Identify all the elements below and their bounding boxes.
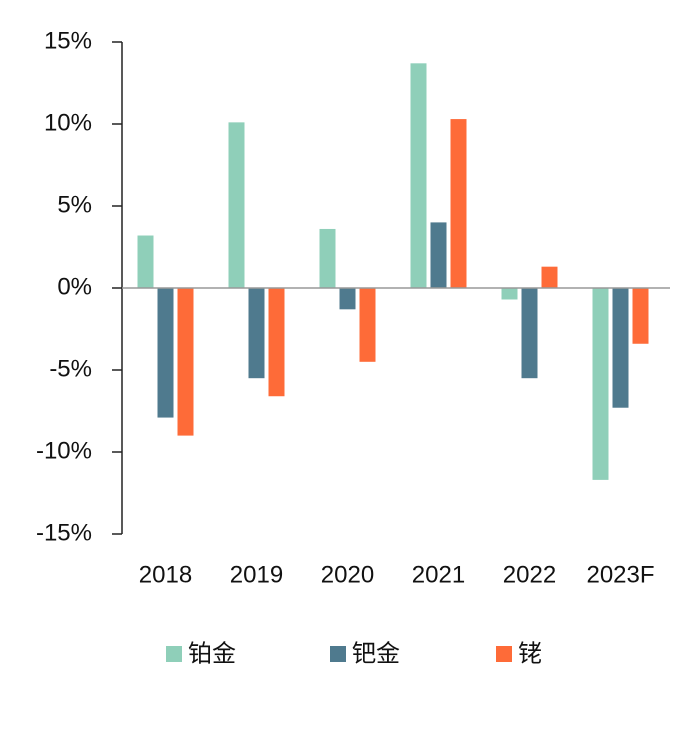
bar xyxy=(319,228,336,288)
legend-label: 钯金 xyxy=(352,640,400,667)
x-tick-label: 2019 xyxy=(230,561,283,588)
y-tick-label: 5% xyxy=(57,191,92,218)
y-tick-label: 0% xyxy=(57,273,92,300)
legend-label: 铂金 xyxy=(188,640,236,667)
bar xyxy=(430,222,447,288)
bar xyxy=(268,288,285,397)
bar xyxy=(612,288,629,408)
y-tick-label: -10% xyxy=(36,437,92,464)
legend-swatch xyxy=(330,646,346,662)
y-tick-label: 15% xyxy=(44,27,92,54)
x-tick-label: 2022 xyxy=(503,561,556,588)
bar xyxy=(359,288,376,362)
y-tick-label: -15% xyxy=(36,519,92,546)
bar xyxy=(410,63,427,288)
legend-label: 铑 xyxy=(518,640,542,667)
bar xyxy=(592,288,609,480)
x-tick-label: 2020 xyxy=(321,561,374,588)
bar xyxy=(501,288,518,300)
y-tick-label: -5% xyxy=(49,355,92,382)
legend-swatch xyxy=(166,646,182,662)
bar xyxy=(157,288,174,418)
bar xyxy=(521,288,538,379)
bar xyxy=(632,288,649,344)
x-tick-label: 2021 xyxy=(412,561,465,588)
x-tick-label: 2018 xyxy=(139,561,192,588)
bar xyxy=(177,288,194,436)
bar xyxy=(248,288,265,379)
bar xyxy=(137,235,154,288)
x-tick-label: 2023F xyxy=(586,561,654,588)
y-tick-label: 10% xyxy=(44,109,92,136)
bar xyxy=(339,288,356,310)
legend-swatch xyxy=(496,646,512,662)
bar xyxy=(450,119,467,288)
bar xyxy=(541,266,558,288)
bar xyxy=(228,122,245,288)
